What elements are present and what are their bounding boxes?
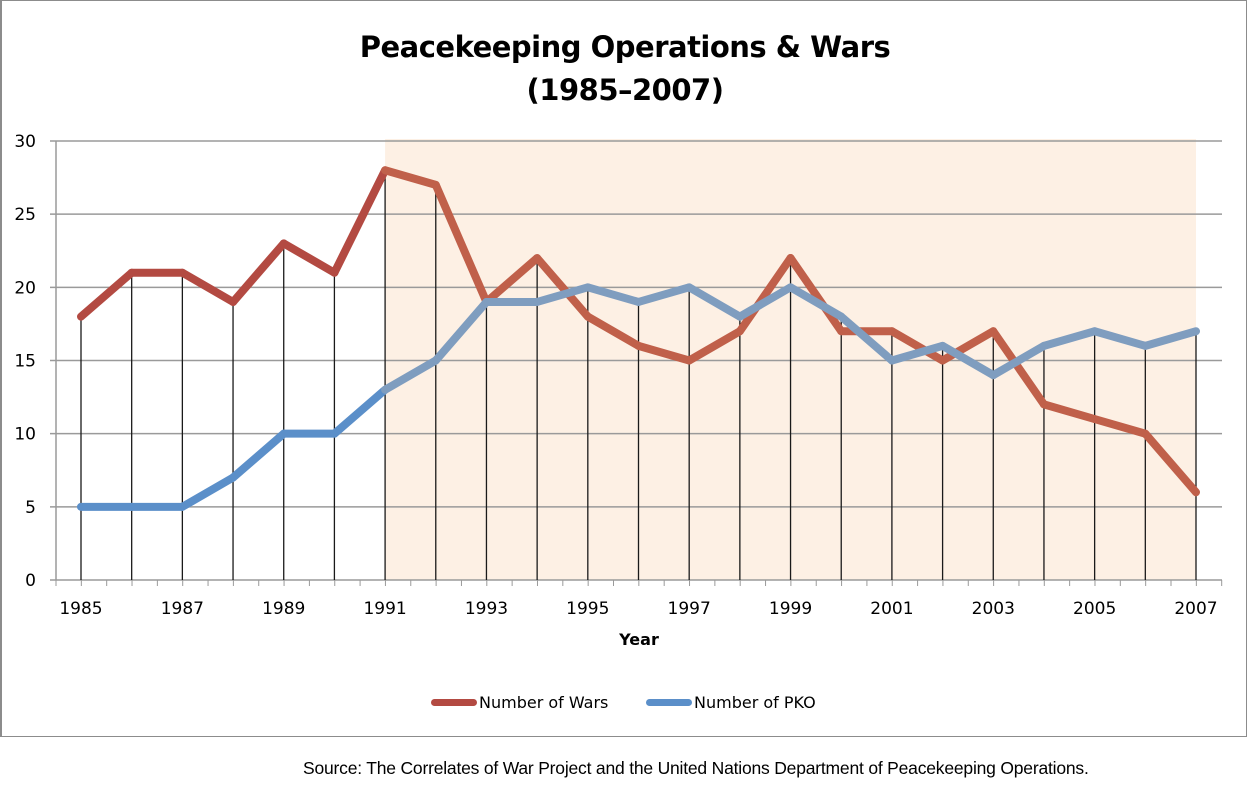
series-segment-wars (685, 327, 744, 365)
series-segment-wars (583, 312, 643, 350)
y-tick-label: 10 (14, 425, 36, 445)
y-tick-label: 25 (14, 205, 36, 225)
x-tick-label: 1993 (465, 599, 508, 619)
series-segment-pko (735, 283, 795, 321)
y-tick-label: 30 (14, 132, 36, 152)
legend-label-pko: Number of PKO (694, 692, 816, 712)
series-segment-wars (1141, 429, 1200, 497)
series-segment-pko (685, 283, 744, 321)
series-segment-pko (837, 312, 896, 365)
line-chart: 0 5 10 15 20 25 30 1985 1987 1989 1991 1993 1995 1997… (14, 132, 1223, 649)
series-segment-wars (1090, 415, 1150, 438)
series-segment-pko (381, 356, 440, 394)
x-tick-label: 2005 (1073, 599, 1116, 619)
x-tick-label: 2007 (1174, 599, 1217, 619)
series-segment-wars (482, 254, 542, 306)
chart-subtitle: (1985–2007) (526, 73, 724, 107)
series-segment-wars (1039, 400, 1099, 424)
x-tick-label: 1989 (262, 599, 305, 619)
legend-swatch-pko (646, 698, 692, 706)
legend-label-wars: Number of Wars (479, 692, 609, 712)
series-segment-pko (431, 297, 491, 365)
series-segment-pko (786, 283, 846, 321)
x-tick-label: 1995 (566, 599, 609, 619)
legend-swatch-wars (431, 698, 477, 706)
series-segment-wars (634, 341, 694, 365)
series-segment-pko (583, 283, 643, 306)
series-segment-wars (786, 254, 846, 336)
series-segment-wars (938, 327, 998, 365)
series-segment-wars (735, 254, 795, 336)
series-segment-wars (178, 268, 238, 306)
series-segment-pko (330, 385, 390, 438)
series-segment-pko (989, 341, 1048, 380)
x-axis-title: Year (618, 630, 659, 649)
series-segment-wars (989, 327, 1048, 409)
series-segment-wars (330, 166, 390, 277)
series-segment-wars (279, 239, 339, 277)
x-tick-label: 1987 (161, 599, 204, 619)
series-segment-pko (634, 283, 694, 306)
legend: Number of Wars Number of PKO (0, 690, 1250, 714)
x-tick-label: 1985 (59, 599, 102, 619)
series-segment-pko (887, 341, 947, 365)
source-note: Source: The Correlates of War Project an… (303, 758, 1089, 778)
series-segment-pko (1039, 327, 1099, 350)
series-segment-pko (229, 429, 288, 482)
series-segment-pko (178, 473, 238, 511)
x-tick-label: 1997 (668, 599, 711, 619)
legend-item-wars: Number of Wars (431, 690, 608, 714)
series-segment-pko (533, 283, 592, 306)
series-segment-pko (1141, 327, 1200, 350)
y-tick-label: 20 (14, 278, 36, 298)
x-tick-label: 1991 (363, 599, 406, 619)
chart-title: Peacekeeping Operations & Wars (359, 30, 891, 64)
series-segment-wars (533, 254, 592, 321)
series-segment-wars (229, 239, 288, 306)
series-segment-pko (938, 341, 998, 380)
y-tick-label: 15 (14, 352, 36, 372)
series-segment-wars (887, 327, 947, 365)
x-tick-label: 1999 (769, 599, 812, 619)
x-tick-label: 2001 (870, 599, 913, 619)
series-segment-pko (1090, 327, 1150, 350)
series-segment-wars (431, 180, 491, 306)
legend-item-pko: Number of PKO (646, 690, 816, 714)
y-tick-label: 0 (25, 571, 36, 591)
series-segment-wars (381, 166, 440, 189)
series-segment-wars (77, 268, 136, 321)
y-tick-label: 5 (25, 498, 36, 518)
x-tick-label: 2003 (972, 599, 1015, 619)
